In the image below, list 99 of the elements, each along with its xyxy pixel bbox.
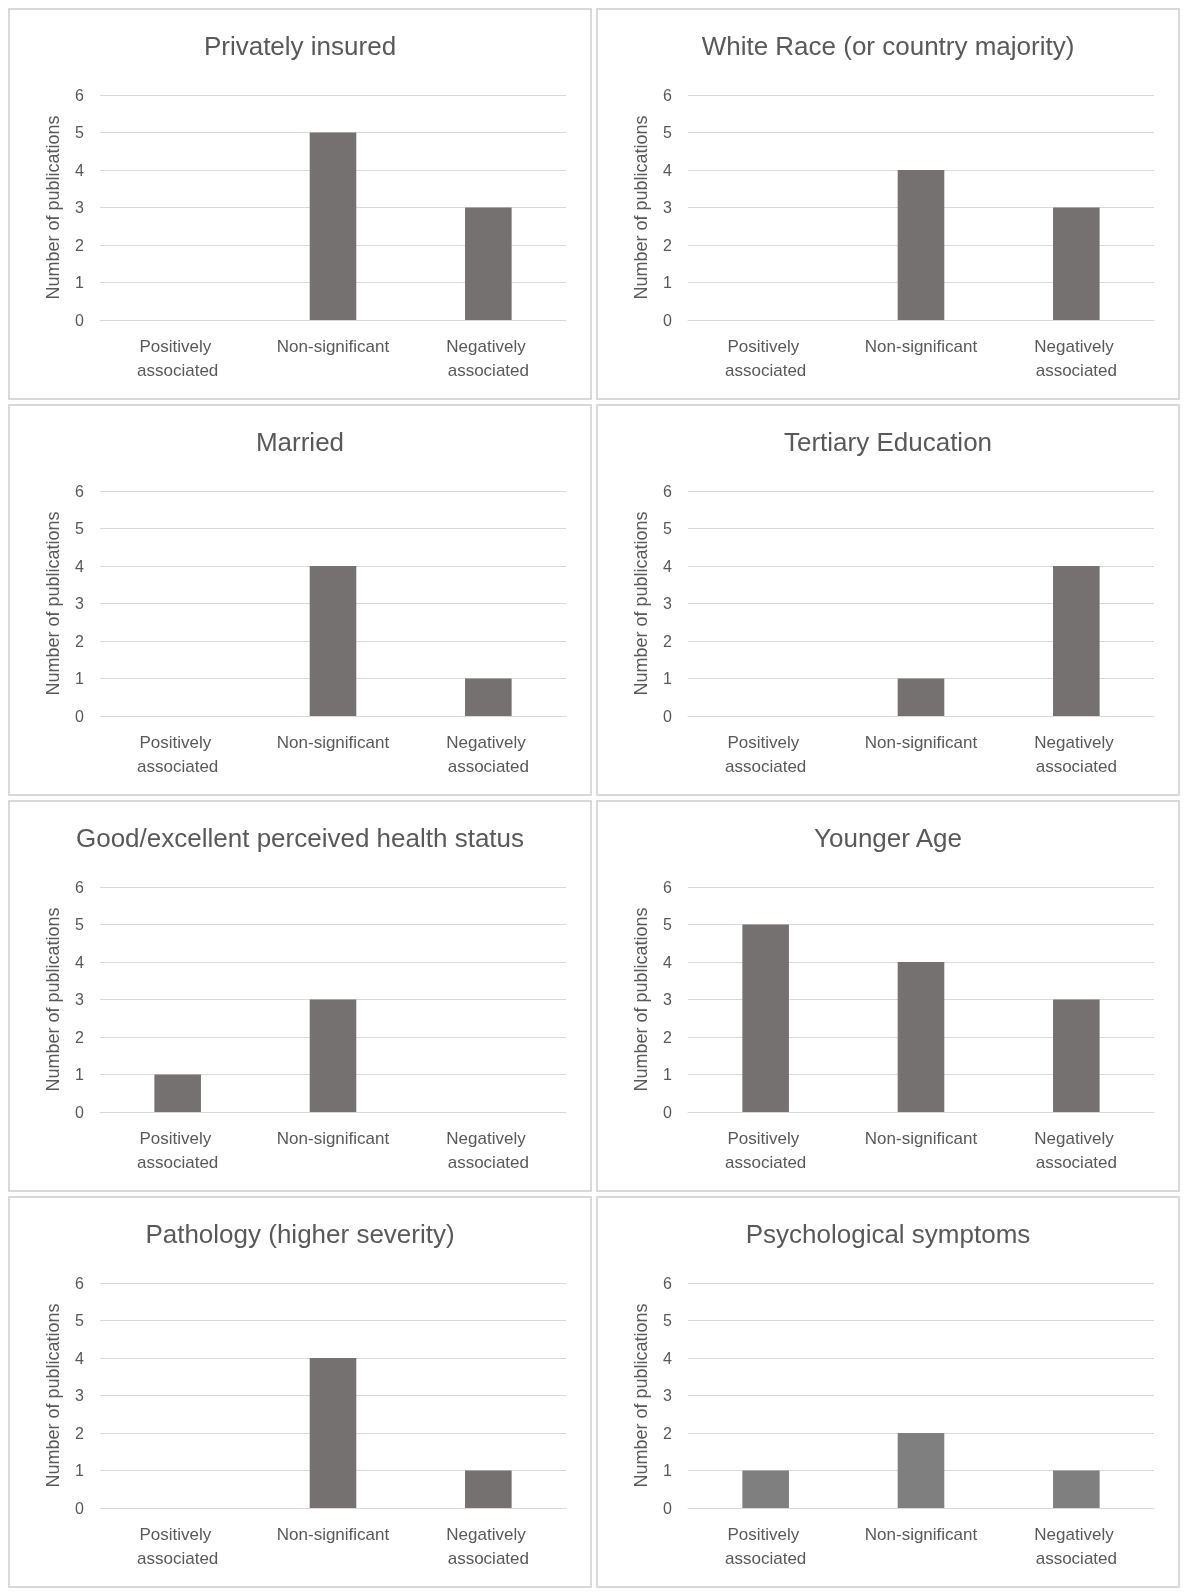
x-tick-label: Negatively associated: [446, 336, 531, 380]
y-tick-label: 4: [663, 557, 673, 575]
y-axis-title: Number of publications: [631, 115, 651, 300]
y-tick-label: 6: [75, 878, 85, 896]
y-tick-label: 4: [75, 1349, 85, 1367]
x-tick-label: Non-significant: [864, 1524, 978, 1544]
y-axis-title: Number of publications: [631, 907, 651, 1092]
x-tick-label: Negatively associated: [446, 1128, 531, 1172]
y-tick-label: 5: [663, 124, 673, 141]
y-tick-label: 5: [75, 1312, 85, 1329]
bar: [897, 962, 945, 1112]
y-axis-title: Number of publications: [631, 511, 651, 696]
x-tick-label: Non-significant: [276, 336, 390, 356]
x-tick-label: Negatively associated: [1034, 1524, 1119, 1568]
y-tick-label: 3: [75, 1387, 85, 1404]
y-tick-label: 0: [75, 707, 85, 725]
x-tick-label: Non-significant: [864, 732, 978, 752]
x-tick-label: Negatively associated: [1034, 336, 1119, 380]
y-tick-label: 6: [75, 482, 85, 500]
x-tick-label: Non-significant: [276, 1128, 390, 1148]
x-tick-label: Positively associated: [137, 1128, 219, 1172]
chart-title: Psychological symptoms: [745, 1219, 1031, 1249]
chart-title: Tertiary Education: [783, 427, 993, 457]
y-tick-label: 0: [663, 311, 673, 329]
y-tick-label: 0: [663, 707, 673, 725]
y-tick-label: 3: [75, 595, 85, 612]
chart-title: Good/excellent perceived health status: [75, 823, 525, 853]
y-tick-label: 4: [663, 1349, 673, 1367]
y-axis-title: Number of publications: [43, 907, 63, 1092]
y-tick-label: 0: [75, 1103, 85, 1121]
y-tick-label: 4: [75, 557, 85, 575]
y-tick-label: 3: [663, 595, 673, 612]
y-tick-label: 5: [75, 916, 85, 933]
x-tick-label: Positively associated: [137, 732, 219, 776]
y-tick-label: 0: [663, 1103, 673, 1121]
y-tick-label: 1: [663, 274, 673, 291]
bar: [742, 924, 789, 1112]
x-tick-label: Positively associated: [725, 732, 807, 776]
y-tick-label: 6: [663, 1274, 673, 1292]
x-tick-label: Non-significant: [864, 1128, 978, 1148]
y-tick-label: 1: [75, 670, 85, 687]
x-tick-label: Negatively associated: [446, 1524, 531, 1568]
y-tick-label: 0: [75, 1499, 85, 1517]
x-tick-label: Non-significant: [276, 1524, 390, 1544]
x-tick-label: Positively associated: [137, 336, 219, 380]
y-tick-label: 1: [75, 1462, 85, 1479]
y-axis-title: Number of publications: [631, 1303, 651, 1488]
x-tick-label: Positively associated: [725, 336, 807, 380]
y-tick-label: 6: [663, 86, 673, 104]
x-tick-label: Non-significant: [864, 336, 978, 356]
y-axis-title: Number of publications: [43, 115, 63, 300]
y-tick-label: 2: [75, 1028, 85, 1046]
y-tick-label: 6: [75, 86, 85, 104]
y-tick-label: 2: [75, 236, 85, 254]
y-tick-label: 6: [75, 1274, 85, 1292]
y-tick-label: 4: [75, 161, 85, 179]
y-tick-label: 3: [663, 199, 673, 216]
x-tick-label: Positively associated: [137, 1524, 219, 1568]
x-tick-label: Negatively associated: [446, 732, 531, 776]
y-tick-label: 0: [663, 1499, 673, 1517]
y-tick-label: 4: [663, 161, 673, 179]
chart-title: Younger Age: [814, 823, 962, 853]
y-tick-label: 3: [663, 1387, 673, 1404]
y-axis-title: Number of publications: [43, 1303, 63, 1488]
chart-title: Married: [255, 427, 345, 457]
chart-title: Pathology (higher severity): [145, 1219, 455, 1249]
y-tick-label: 2: [663, 1028, 673, 1046]
y-tick-label: 6: [663, 482, 673, 500]
x-tick-label: Positively associated: [725, 1524, 807, 1568]
y-tick-label: 3: [663, 991, 673, 1008]
y-tick-label: 0: [75, 311, 85, 329]
chart-title: White Race (or country majority): [701, 31, 1075, 61]
y-tick-label: 5: [663, 1312, 673, 1329]
y-axis-title: Number of publications: [43, 511, 63, 696]
y-tick-label: 5: [75, 520, 85, 537]
x-tick-label: Non-significant: [276, 732, 390, 752]
y-tick-label: 2: [75, 1424, 85, 1442]
bar: [1053, 999, 1100, 1112]
y-tick-label: 1: [663, 1462, 673, 1479]
y-tick-label: 4: [663, 953, 673, 971]
y-tick-label: 2: [663, 1424, 673, 1442]
y-tick-label: 2: [663, 236, 673, 254]
y-tick-label: 3: [75, 991, 85, 1008]
y-tick-label: 5: [663, 916, 673, 933]
y-tick-label: 2: [663, 632, 673, 650]
x-tick-label: Negatively associated: [1034, 1128, 1119, 1172]
y-tick-label: 1: [663, 670, 673, 687]
y-tick-label: 6: [663, 878, 673, 896]
y-tick-label: 4: [75, 953, 85, 971]
chart-title: Privately insured: [203, 31, 397, 61]
y-tick-label: 3: [75, 199, 85, 216]
x-tick-label: Negatively associated: [1034, 732, 1119, 776]
y-tick-label: 1: [663, 1066, 673, 1083]
y-tick-label: 1: [75, 1066, 85, 1083]
y-tick-label: 2: [75, 632, 85, 650]
y-tick-label: 1: [75, 274, 85, 291]
y-tick-label: 5: [663, 520, 673, 537]
x-tick-label: Positively associated: [725, 1128, 807, 1172]
y-tick-label: 5: [75, 124, 85, 141]
